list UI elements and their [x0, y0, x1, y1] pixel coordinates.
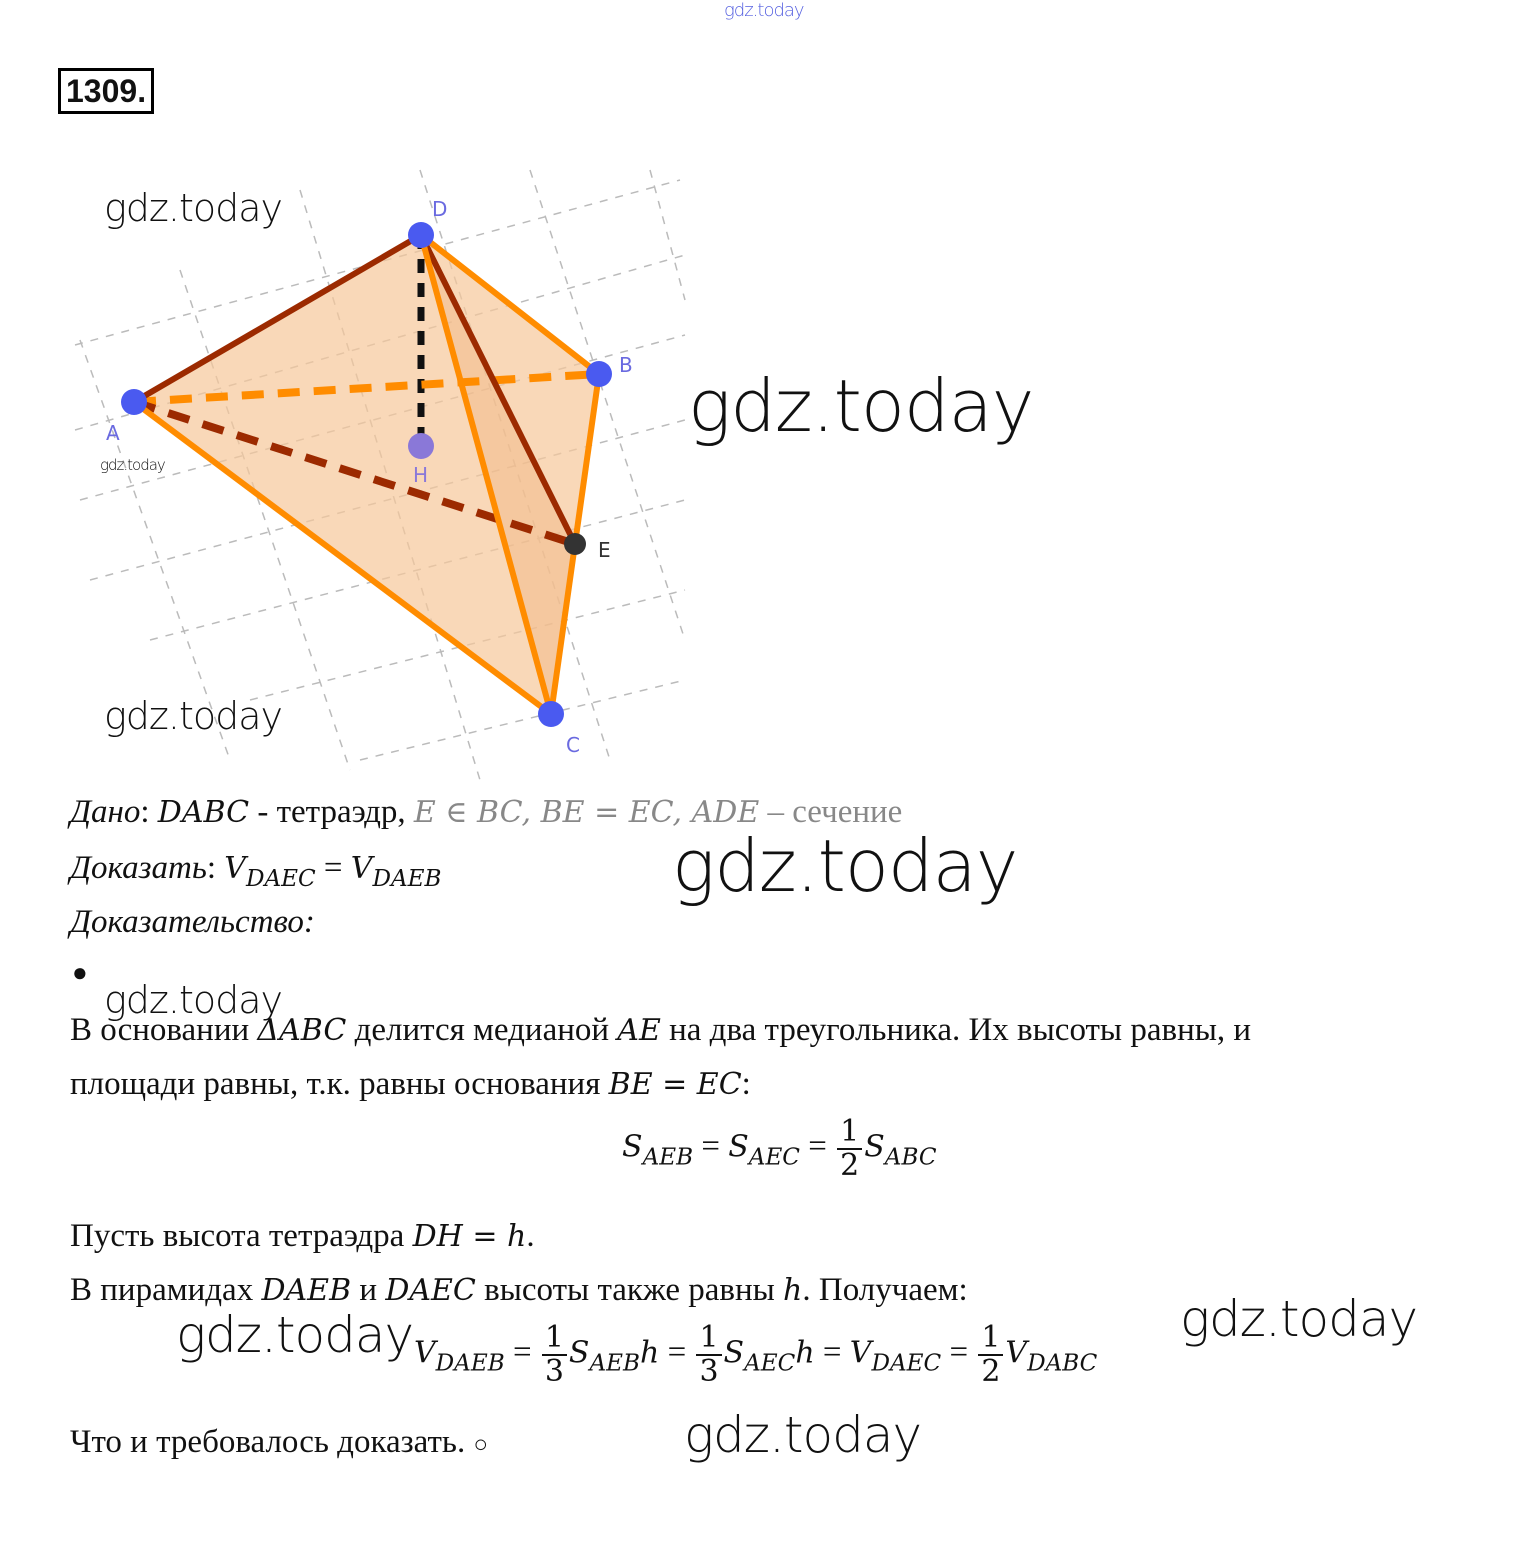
proof-label: Доказательство: — [70, 904, 315, 940]
given-shape: DABC — [157, 795, 250, 830]
edge-DE — [418, 233, 578, 546]
label-A: A — [106, 421, 120, 445]
label-B: B — [619, 353, 633, 377]
given-line: Дано: DABC - тетраэдр, E ∈ BC, BE = EC, … — [70, 794, 903, 830]
edge-AE — [132, 398, 577, 548]
watermark: gdz.today — [672, 824, 1018, 908]
point-A — [121, 389, 147, 415]
label-D: D — [432, 197, 447, 221]
problem-number: 1309. — [58, 68, 155, 114]
point-D — [408, 222, 434, 248]
qed-mark: ○ — [473, 1432, 488, 1458]
point-H — [408, 433, 434, 459]
watermark: gdz.today — [684, 1406, 922, 1464]
edge-DC — [418, 234, 554, 715]
edge-AD — [132, 232, 423, 405]
watermark: gdz.today — [104, 978, 283, 1022]
tetrahedron-figure: A D B C H E — [74, 169, 686, 781]
watermark: gdz.today — [1180, 1290, 1418, 1348]
prove-label: Доказать — [70, 850, 207, 886]
edge-AC — [132, 399, 553, 717]
conclusion: Что и требовалось доказать. ○ — [70, 1424, 488, 1460]
formula-areas: SAEB = SAEC = 1 2 SABC — [622, 1114, 937, 1183]
paragraph-1-line-1: В основании ΔABC делится медианой AE на … — [70, 1012, 1252, 1048]
watermark: gdz.today — [104, 694, 283, 738]
point-C — [538, 701, 564, 727]
label-E: E — [598, 538, 611, 562]
formula-volumes: VDAEB = 1 3 SAEBh = 1 3 SAECh = VDAEC = 1 2 VD… — [414, 1320, 1098, 1389]
paragraph-2: Пусть высота тетраэдра DH = h. — [70, 1218, 535, 1254]
paragraph-1-line-2: площади равны, т.к. равны основания BE =… — [70, 1066, 751, 1102]
watermark: gdz.today — [104, 186, 283, 230]
edge-DB — [419, 232, 601, 377]
watermark: gdz.today — [688, 364, 1034, 448]
label-H: H — [413, 463, 428, 487]
given-conditions: E ∈ BC, BE = EC, ADE — [413, 795, 760, 830]
edge-AB — [133, 370, 600, 406]
prove-line: Доказать: VDAEC = VDAEB — [70, 850, 442, 893]
point-B — [586, 361, 612, 387]
top-watermark: gdz.today — [724, 0, 805, 21]
watermark: gdz.today — [176, 1306, 414, 1364]
watermark: gdz.today — [100, 456, 166, 474]
label-C: C — [566, 733, 580, 757]
given-label: Дано — [70, 794, 141, 830]
point-E — [564, 533, 586, 555]
paragraph-3: В пирамидах DAEB и DAEC высоты также рав… — [70, 1272, 968, 1308]
bullet: ● — [72, 958, 88, 987]
